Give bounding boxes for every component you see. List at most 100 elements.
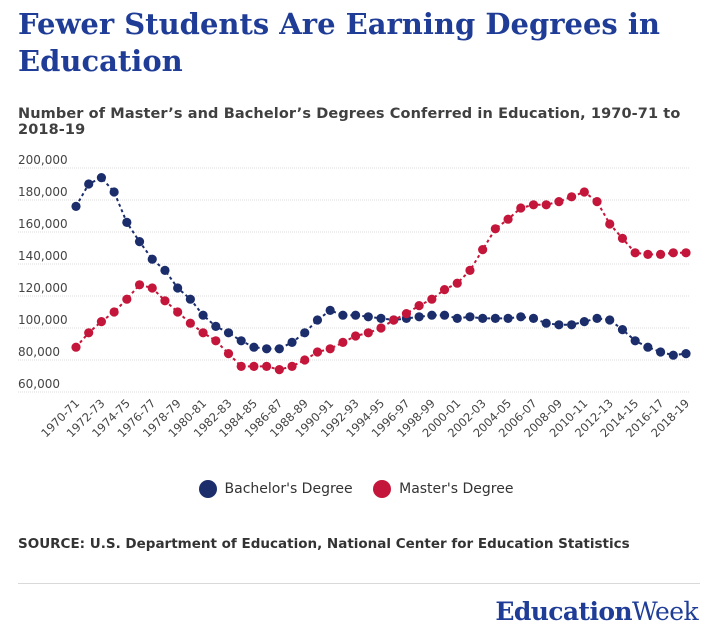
data-point-master[interactable] [198, 328, 208, 338]
data-point-bachelor[interactable] [681, 349, 691, 359]
data-point-bachelor[interactable] [262, 344, 272, 354]
data-point-master[interactable] [71, 342, 81, 352]
data-point-bachelor[interactable] [249, 342, 259, 352]
data-point-master[interactable] [223, 349, 234, 359]
data-point-bachelor[interactable] [478, 313, 488, 323]
data-point-master[interactable] [134, 280, 145, 290]
data-point-bachelor[interactable] [490, 313, 500, 323]
data-point-master[interactable] [452, 278, 462, 288]
data-point-master[interactable] [363, 328, 373, 338]
data-point-bachelor[interactable] [592, 313, 602, 323]
data-point-master[interactable] [427, 294, 437, 304]
data-point-master[interactable] [655, 249, 666, 259]
data-point-master[interactable] [249, 361, 259, 371]
data-point-master[interactable] [338, 337, 348, 347]
data-point-bachelor[interactable] [71, 201, 81, 211]
data-point-master[interactable] [325, 344, 335, 354]
data-point-bachelor[interactable] [350, 310, 361, 320]
data-point-bachelor[interactable] [668, 350, 678, 360]
data-point-master[interactable] [681, 248, 691, 258]
data-point-bachelor[interactable] [567, 320, 577, 330]
data-point-master[interactable] [122, 294, 132, 304]
data-point-master[interactable] [605, 219, 615, 229]
data-point-bachelor[interactable] [198, 310, 208, 320]
data-point-master[interactable] [567, 192, 577, 202]
data-point-bachelor[interactable] [617, 325, 628, 335]
data-point-bachelor[interactable] [541, 318, 551, 328]
data-point-master[interactable] [185, 318, 195, 328]
data-point-bachelor[interactable] [655, 347, 666, 357]
data-point-bachelor[interactable] [147, 254, 157, 264]
legend-label-master: Master's Degree [399, 481, 514, 497]
data-point-bachelor[interactable] [338, 310, 348, 320]
legend-item-bachelor[interactable]: Bachelor's Degree [198, 480, 353, 498]
data-point-master[interactable] [528, 200, 539, 210]
legend-item-master[interactable]: Master's Degree [373, 480, 513, 498]
data-point-master[interactable] [96, 317, 107, 327]
data-point-bachelor[interactable] [528, 313, 539, 323]
data-point-master[interactable] [287, 361, 297, 371]
data-point-bachelor[interactable] [173, 283, 183, 293]
data-point-bachelor[interactable] [465, 312, 475, 322]
data-point-bachelor[interactable] [503, 313, 513, 323]
data-point-master[interactable] [300, 355, 310, 365]
data-point-master[interactable] [592, 197, 602, 207]
data-point-master[interactable] [401, 309, 412, 319]
data-point-master[interactable] [211, 336, 221, 346]
data-point-bachelor[interactable] [84, 179, 94, 189]
data-point-master[interactable] [262, 361, 272, 371]
data-point-bachelor[interactable] [185, 294, 195, 304]
education-week-logo[interactable]: EducationWeek [495, 597, 698, 626]
data-point-master[interactable] [643, 249, 653, 259]
data-point-bachelor[interactable] [630, 336, 640, 346]
data-point-master[interactable] [160, 296, 170, 306]
data-point-master[interactable] [465, 265, 475, 275]
data-point-master[interactable] [668, 248, 678, 258]
data-point-bachelor[interactable] [96, 173, 107, 183]
data-point-bachelor[interactable] [300, 328, 310, 338]
data-point-bachelor[interactable] [160, 265, 170, 275]
data-point-master[interactable] [503, 214, 513, 224]
data-point-master[interactable] [350, 331, 361, 341]
data-point-bachelor[interactable] [605, 315, 615, 325]
data-point-bachelor[interactable] [643, 342, 653, 352]
data-point-bachelor[interactable] [554, 320, 564, 330]
data-point-bachelor[interactable] [134, 237, 145, 247]
data-point-master[interactable] [414, 301, 424, 311]
data-point-bachelor[interactable] [287, 337, 297, 347]
data-point-master[interactable] [516, 203, 526, 213]
data-point-master[interactable] [147, 283, 157, 293]
data-point-master[interactable] [236, 361, 246, 371]
data-point-master[interactable] [617, 233, 628, 243]
data-point-master[interactable] [554, 197, 564, 207]
data-point-bachelor[interactable] [109, 187, 119, 197]
data-point-bachelor[interactable] [414, 312, 424, 322]
data-point-bachelor[interactable] [516, 312, 526, 322]
data-point-bachelor[interactable] [223, 328, 234, 338]
data-point-bachelor[interactable] [274, 344, 284, 354]
data-point-master[interactable] [376, 323, 386, 333]
data-point-master[interactable] [579, 187, 589, 197]
data-point-bachelor[interactable] [427, 310, 437, 320]
data-point-bachelor[interactable] [579, 317, 589, 327]
data-point-master[interactable] [478, 245, 488, 255]
data-point-bachelor[interactable] [376, 313, 386, 323]
data-point-master[interactable] [541, 200, 551, 210]
data-point-bachelor[interactable] [452, 313, 462, 323]
data-point-bachelor[interactable] [325, 305, 335, 315]
data-point-bachelor[interactable] [236, 336, 246, 346]
data-point-bachelor[interactable] [122, 217, 132, 227]
data-point-master[interactable] [312, 347, 323, 357]
data-point-bachelor[interactable] [363, 312, 373, 322]
data-point-master[interactable] [389, 315, 399, 325]
data-point-master[interactable] [630, 248, 640, 258]
data-point-master[interactable] [490, 224, 500, 234]
data-point-master[interactable] [439, 285, 450, 295]
data-point-master[interactable] [109, 307, 119, 317]
data-point-master[interactable] [173, 307, 183, 317]
data-point-bachelor[interactable] [312, 315, 323, 325]
data-point-bachelor[interactable] [439, 310, 450, 320]
data-point-master[interactable] [84, 328, 94, 338]
data-point-master[interactable] [274, 365, 284, 375]
data-point-bachelor[interactable] [211, 321, 221, 331]
